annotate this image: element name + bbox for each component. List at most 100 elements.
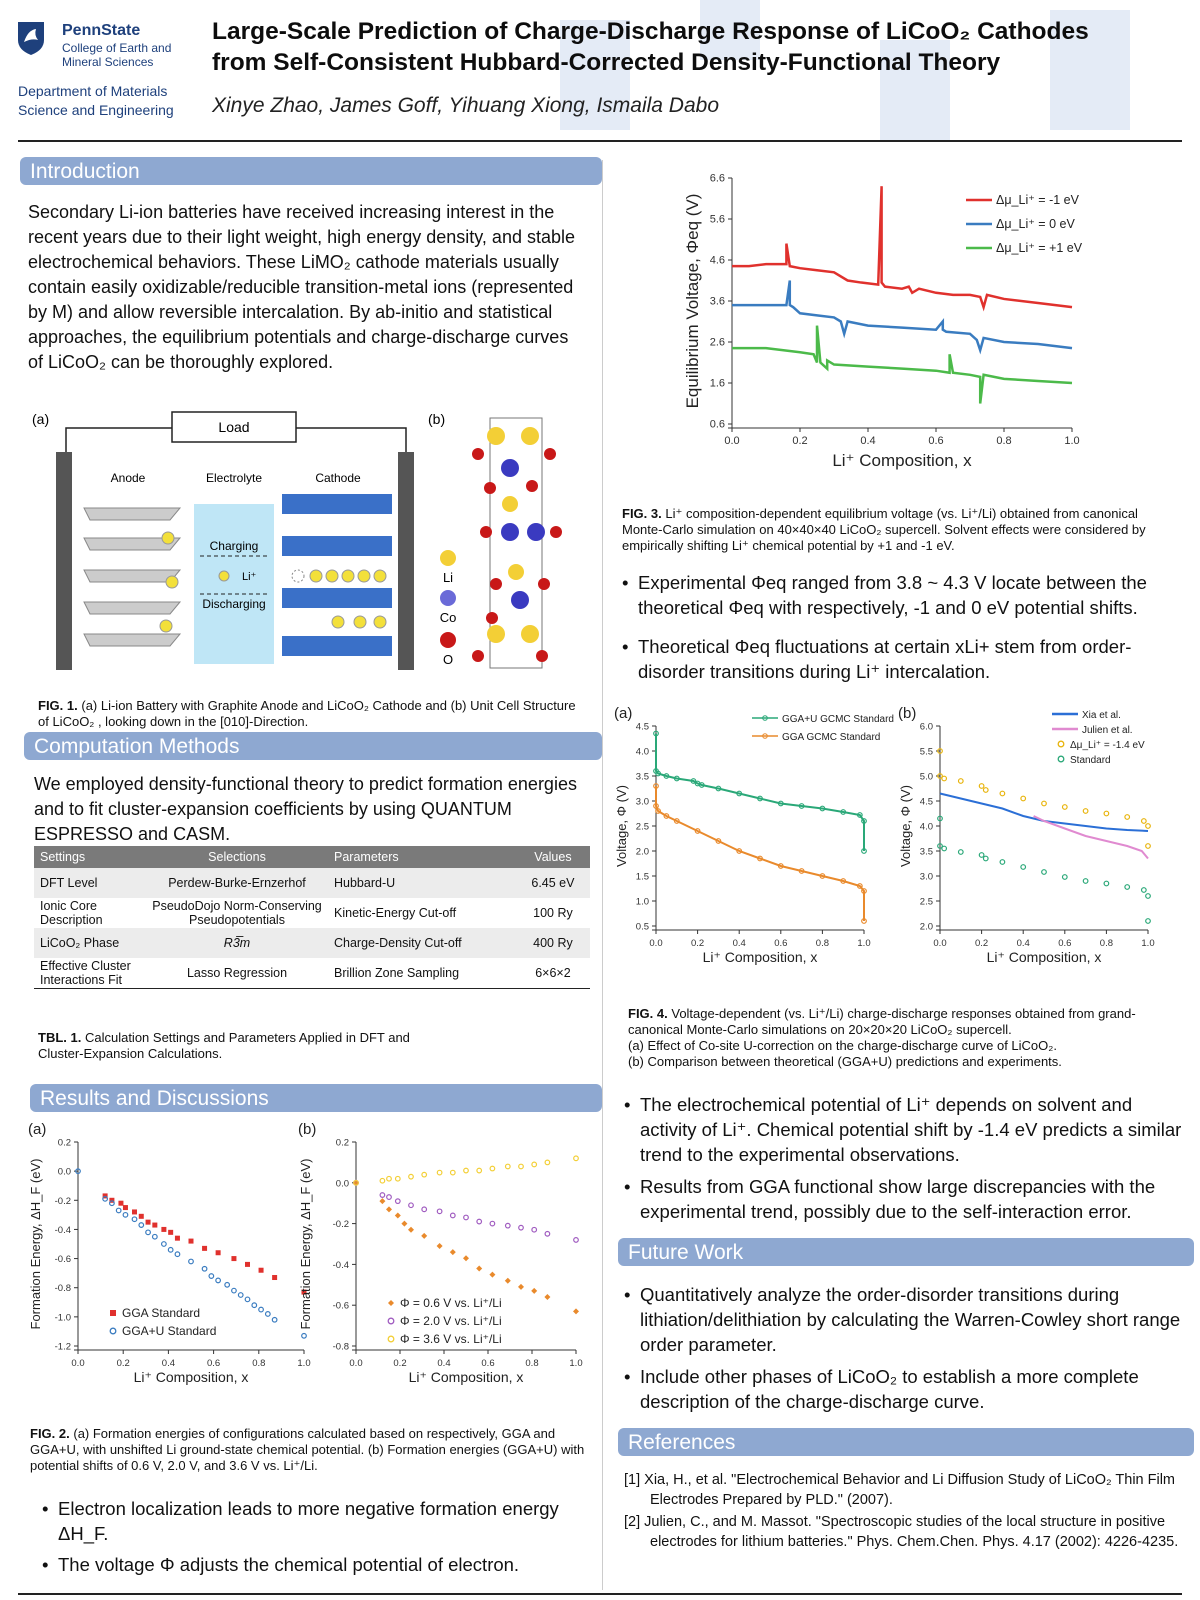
circuit-wire (65, 427, 407, 452)
data-point (201, 1265, 208, 1272)
table-row: DFT Level Perdew-Burke-Ernzerhof Hubbard… (34, 868, 590, 898)
x-tick-label: 0.0 (649, 938, 662, 949)
figure-2a-chart: 0.20.0-0.2-0.4-0.6-0.8-1.0-1.20.0 0.2 0.4 0… (28, 1121, 311, 1385)
data-point (122, 1211, 129, 1218)
x-tick-label: 1.0 (857, 938, 870, 949)
panel-label: (b) (298, 1121, 316, 1138)
table-cell: Charge-Density Cut-off (328, 928, 516, 958)
legend-label: GGA+U Standard (122, 1324, 216, 1338)
section-introduction: Introduction (20, 157, 602, 185)
x-tick-label: 1.0 (297, 1358, 310, 1369)
data-point (504, 1222, 511, 1229)
table-header-row: Settings Selections Parameters Values (34, 846, 590, 868)
y-tick-label: -1.0 (55, 1312, 71, 1323)
data-point (489, 1271, 496, 1278)
future-bullet: • Include other phases of LiCoO₂ to estab… (624, 1366, 1139, 1412)
unit-cell-structure (472, 417, 562, 669)
fig3-caption-label: FIG. 3. (622, 506, 662, 521)
table-cell: 100 Ry (533, 906, 573, 920)
data-point (174, 1235, 180, 1241)
charging-label: Charging (210, 539, 259, 553)
data-point (653, 783, 659, 789)
data-point (379, 1177, 386, 1184)
data-point (224, 1281, 231, 1288)
table-cell: Brillion Zone Sampling (334, 966, 460, 980)
panel-label: (a) (614, 705, 632, 722)
university-name: PennState (62, 22, 141, 39)
data-point (122, 1205, 128, 1211)
y-axis-label: Equilibrium Voltage, Φeq (V) (686, 194, 702, 409)
y-tick-label: 5.0 (920, 772, 933, 783)
data-point (937, 843, 943, 849)
data-point (449, 1169, 456, 1176)
data-point (161, 1226, 167, 1232)
header-decoration (700, 0, 760, 60)
x-tick-label: 0.2 (792, 435, 807, 447)
legend-label: Standard (1070, 755, 1111, 766)
x-tick-label: 0.0 (71, 1358, 84, 1369)
table-cell: 400 Ry (515, 928, 590, 958)
data-point (978, 852, 985, 858)
data-point (653, 730, 659, 737)
li-ion-label: Li⁺ (242, 571, 257, 583)
legend-marker (387, 1335, 395, 1343)
data-point (386, 1194, 392, 1200)
data-point (1103, 810, 1110, 817)
data-point (489, 1220, 496, 1227)
data-point (436, 1243, 443, 1250)
data-point (544, 1230, 551, 1237)
cathode-label: Cathode (315, 471, 361, 485)
data-point (421, 1232, 428, 1239)
data-point (957, 778, 964, 784)
title-line-1: Large-Scale Prediction of Charge-Dischar… (212, 18, 1089, 45)
table-cell: Kinetic-Energy Cut-off (334, 906, 457, 920)
anode-label: Anode (111, 471, 146, 485)
data-point (145, 1219, 151, 1225)
data-point (489, 1165, 496, 1172)
data-point (655, 808, 661, 814)
x-tick-label: 0.6 (928, 435, 943, 447)
data-point (138, 1213, 144, 1219)
y-tick-label: 2.5 (920, 897, 933, 908)
discussion-bullet: • Results from GGA functional show large … (624, 1176, 1156, 1222)
data-point (151, 1233, 158, 1240)
data-point (978, 783, 985, 789)
data-point (757, 795, 763, 802)
data-point (715, 838, 722, 844)
load-box (171, 411, 297, 443)
data-point (777, 863, 784, 869)
data-point (231, 1287, 237, 1294)
y-axis-label: Voltage, Φ (V) (898, 785, 913, 867)
table-cell: Lasso Regression (186, 966, 288, 980)
legend-label: Δμ_Li⁺ = -1.4 eV (1070, 740, 1145, 751)
data-point (258, 1267, 264, 1273)
reference-item: [2] Julien, C., and M. Massot. "Spectros… (624, 1514, 1179, 1550)
table-cell: Perdew-Burke-Ernzerhof (146, 868, 328, 898)
x-tick-label: 0.8 (816, 938, 829, 949)
x-tick-label: 0.2 (117, 1358, 130, 1369)
table-cell: Effective Cluster Interactions Fit (40, 959, 131, 987)
y-tick-label: 3.5 (636, 772, 649, 783)
data-point (271, 1316, 278, 1323)
data-point (1145, 843, 1151, 849)
data-point (937, 815, 943, 822)
table-caption: TBL. 1. Calculation Settings and Paramet… (38, 1030, 458, 1062)
legend-label: Φ = 3.6 V vs. Li⁺/Li (400, 1332, 502, 1346)
data-point (401, 1220, 408, 1227)
header-decoration (1050, 10, 1130, 130)
y-tick-label: 2.5 (636, 822, 649, 833)
series-line (939, 792, 1149, 832)
legend-co-icon (440, 590, 456, 606)
table-cell: R3̅m (146, 928, 328, 958)
data-point (982, 855, 989, 862)
x-axis-label: Li⁺ Composition, x (703, 949, 818, 965)
data-point (138, 1222, 145, 1228)
electrolyte-region (194, 504, 274, 664)
y-tick-label: 3.6 (710, 296, 725, 308)
series-line (655, 733, 865, 851)
legend-label: Φ = 0.6 V vs. Li⁺/Li (400, 1296, 502, 1310)
y-tick-label: 0.2 (58, 1138, 71, 1149)
data-point (272, 1275, 278, 1281)
fig4-caption-text: Voltage-dependent (vs. Li⁺/Li) charge-di… (628, 1006, 1136, 1037)
data-point (1041, 800, 1047, 807)
